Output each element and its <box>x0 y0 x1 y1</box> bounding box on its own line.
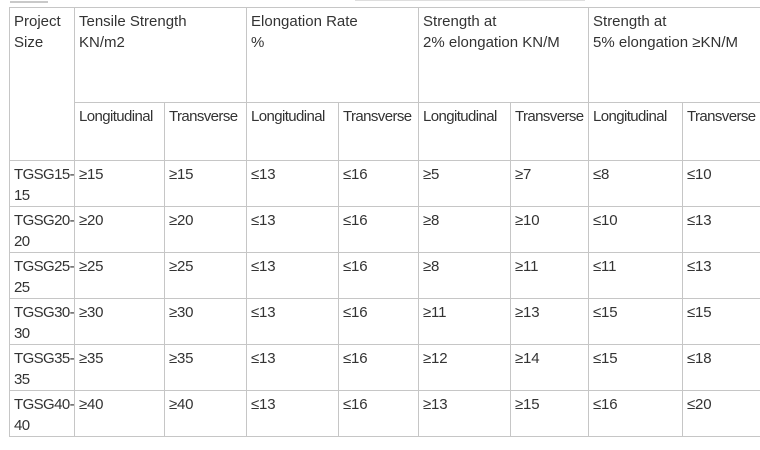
data-cell: ≥40 <box>74 390 165 437</box>
data-cell: ≥12 <box>418 344 512 391</box>
subheader-elongation-longitudinal: Longitudinal <box>246 102 340 161</box>
column-header-strength-5pct: Strength at 5% elongation ≥KN/M <box>588 7 760 103</box>
data-cell: ≥25 <box>163 252 248 299</box>
table-row: TGSG35- 35 ≥35 ≥35 ≤13 ≤16 ≥12 ≥14 ≤15 ≤… <box>9 344 760 391</box>
header-group-row: Project Size Tensile Strength KN/m2 Elon… <box>9 7 760 161</box>
table-row: TGSG20- 20 ≥20 ≥20 ≤13 ≤16 ≥8 ≥10 ≤10 ≤1… <box>9 206 760 253</box>
column-header-strength-2pct: Strength at 2% elongation KN/M <box>418 7 590 103</box>
subheader-2pct-transverse: Transverse <box>510 102 590 161</box>
row-header-tgsg40-40: TGSG40- 40 <box>9 390 75 437</box>
data-cell: ≤16 <box>588 390 684 437</box>
data-cell: ≥13 <box>510 298 590 345</box>
data-cell: ≤13 <box>246 206 340 253</box>
data-cell: ≤8 <box>588 160 684 207</box>
data-cell: ≥14 <box>510 344 590 391</box>
data-cell: ≤10 <box>682 160 760 207</box>
data-cell: ≥10 <box>510 206 590 253</box>
data-cell: ≥7 <box>510 160 590 207</box>
table-row: TGSG40- 40 ≥40 ≥40 ≤13 ≤16 ≥13 ≥15 ≤16 ≤… <box>9 390 760 437</box>
data-cell: ≤18 <box>682 344 760 391</box>
data-cell: ≥5 <box>418 160 512 207</box>
data-cell: ≤11 <box>588 252 684 299</box>
data-cell: ≥8 <box>418 252 512 299</box>
crop-artifact-line <box>355 0 585 1</box>
subheader-elongation-transverse: Transverse <box>338 102 420 161</box>
subheader-tensile-transverse: Transverse <box>163 102 248 161</box>
data-cell: ≥13 <box>418 390 512 437</box>
data-cell: ≤16 <box>338 252 420 299</box>
data-cell: ≤13 <box>246 298 340 345</box>
data-cell: ≤16 <box>338 390 420 437</box>
data-cell: ≤13 <box>682 252 760 299</box>
subheader-5pct-longitudinal: Longitudinal <box>588 102 684 161</box>
data-cell: ≥30 <box>74 298 165 345</box>
data-cell: ≤16 <box>338 344 420 391</box>
column-header-tensile-strength: Tensile Strength KN/m2 <box>73 7 248 103</box>
data-cell: ≤16 <box>338 298 420 345</box>
data-cell: ≥30 <box>163 298 248 345</box>
row-header-tgsg35-35: TGSG35- 35 <box>9 344 75 391</box>
data-cell: ≤16 <box>338 160 420 207</box>
subheader-tensile-longitudinal: Longitudinal <box>74 102 165 161</box>
data-cell: ≥20 <box>163 206 248 253</box>
table-row: TGSG25- 25 ≥25 ≥25 ≤13 ≤16 ≥8 ≥11 ≤11 ≤1… <box>9 252 760 299</box>
data-cell: ≥15 <box>510 390 590 437</box>
data-cell: ≥11 <box>418 298 512 345</box>
column-header-project-size: Project Size <box>9 7 75 161</box>
subheader-row: Longitudinal Transverse Longitudinal Tra… <box>10 102 760 161</box>
data-cell: ≤15 <box>682 298 760 345</box>
row-header-tgsg15-15: TGSG15- 15 <box>9 160 75 207</box>
data-cell: ≤13 <box>246 390 340 437</box>
data-cell: ≥15 <box>74 160 165 207</box>
data-cell: ≤13 <box>246 344 340 391</box>
data-cell: ≤10 <box>588 206 684 253</box>
table-row: TGSG15- 15 ≥15 ≥15 ≤13 ≤16 ≥5 ≥7 ≤8 ≤10 <box>9 160 760 207</box>
data-cell: ≥25 <box>74 252 165 299</box>
subheader-5pct-transverse: Transverse <box>682 102 760 161</box>
data-cell: ≤15 <box>588 298 684 345</box>
data-cell: ≥40 <box>163 390 248 437</box>
data-cell: ≥35 <box>163 344 248 391</box>
data-cell: ≥35 <box>74 344 165 391</box>
data-cell: ≥15 <box>163 160 248 207</box>
data-cell: ≤20 <box>682 390 760 437</box>
crop-artifact-line <box>10 1 48 3</box>
row-header-tgsg20-20: TGSG20- 20 <box>9 206 75 253</box>
data-cell: ≤13 <box>246 160 340 207</box>
data-cell: ≥8 <box>418 206 512 253</box>
geogrid-spec-table: Project Size Tensile Strength KN/m2 Elon… <box>9 7 760 437</box>
data-cell: ≥11 <box>510 252 590 299</box>
row-header-tgsg30-30: TGSG30- 30 <box>9 298 75 345</box>
data-cell: ≤16 <box>338 206 420 253</box>
data-cell: ≤15 <box>588 344 684 391</box>
data-cell: ≤13 <box>682 206 760 253</box>
data-cell: ≥20 <box>74 206 165 253</box>
data-cell: ≤13 <box>246 252 340 299</box>
row-header-tgsg25-25: TGSG25- 25 <box>9 252 75 299</box>
subheader-2pct-longitudinal: Longitudinal <box>418 102 512 161</box>
table-row: TGSG30- 30 ≥30 ≥30 ≤13 ≤16 ≥11 ≥13 ≤15 ≤… <box>9 298 760 345</box>
column-header-elongation-rate: Elongation Rate % <box>246 7 420 103</box>
